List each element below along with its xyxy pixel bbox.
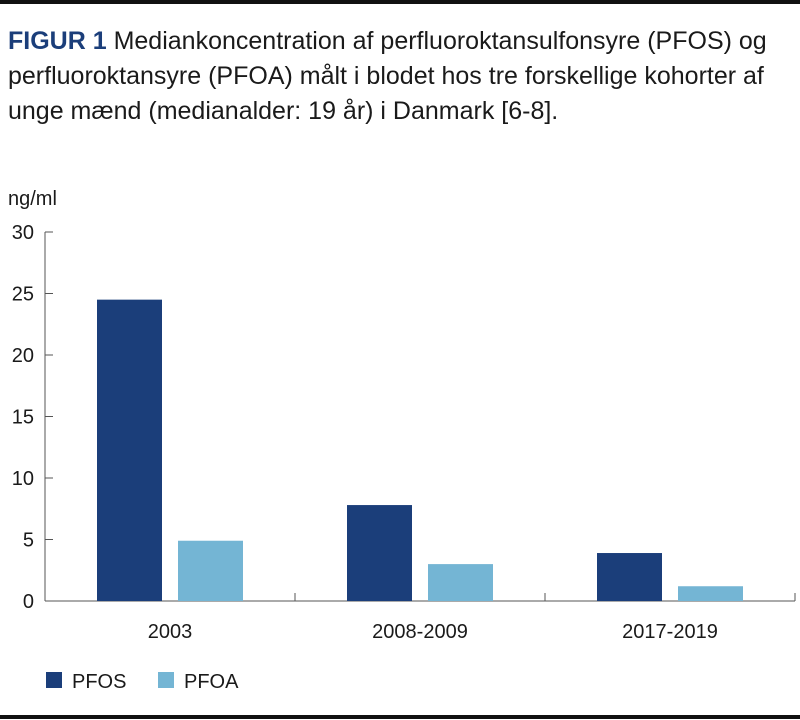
x-tick-label: 2003 [148,621,193,643]
bar-pfoa [428,564,493,601]
figure-caption: FIGUR 1 Mediankoncentration af perfluoro… [8,24,768,129]
figure-caption-text: Mediankoncentration af perfluoroktansulf… [8,27,767,125]
bar-pfos [97,299,162,601]
bar-pfoa [678,586,743,601]
y-tick-label: 5 [23,530,34,552]
bottom-rule [0,715,800,719]
y-tick-label: 20 [12,345,34,367]
x-tick-label: 2008-2009 [372,621,468,643]
legend-swatch-pfoa [158,672,174,688]
figure-label: FIGUR 1 [8,27,107,55]
bar-pfos [347,505,412,601]
bar-pfos [597,553,662,601]
axes: 0 5 10 15 20 25 30 2003 2008-2009 2017-2019 [12,222,796,643]
y-tick-label: 0 [23,591,34,613]
bars [97,299,743,601]
y-tick-label: 10 [12,468,34,490]
y-tick-label: 30 [12,222,34,244]
legend-swatch-pfos [46,672,62,688]
legend-label-pfoa: PFOA [184,671,239,693]
x-tick-label: 2017-2019 [622,621,718,643]
bar-pfoa [178,540,243,601]
y-tick-label: 15 [12,407,34,429]
y-tick-label: 25 [12,284,34,306]
legend-label-pfos: PFOS [72,671,126,693]
top-rule [0,0,800,4]
legend: PFOS PFOA [46,671,239,693]
y-axis-label: ng/ml [8,188,57,210]
